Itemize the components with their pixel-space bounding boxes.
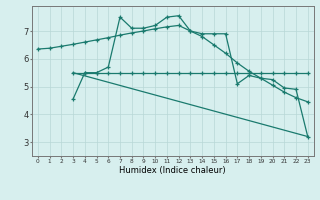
X-axis label: Humidex (Indice chaleur): Humidex (Indice chaleur) xyxy=(119,166,226,175)
